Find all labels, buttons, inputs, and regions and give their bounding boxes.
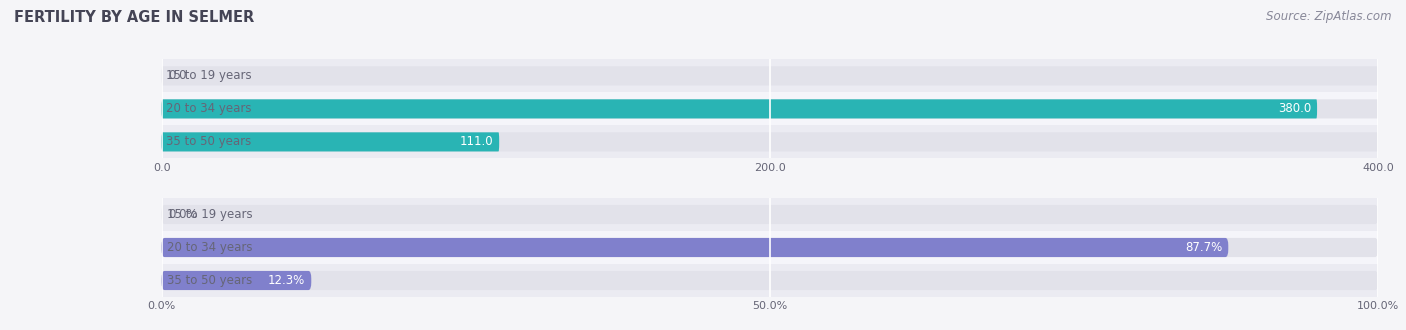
FancyBboxPatch shape [162, 271, 1378, 290]
Bar [162, 59, 1378, 92]
Text: 380.0: 380.0 [1278, 102, 1310, 115]
FancyBboxPatch shape [162, 66, 1378, 85]
FancyBboxPatch shape [162, 238, 1378, 257]
FancyBboxPatch shape [162, 271, 311, 290]
Text: 20 to 34 years: 20 to 34 years [166, 241, 252, 254]
FancyBboxPatch shape [162, 99, 1378, 118]
Text: 12.3%: 12.3% [269, 274, 305, 287]
Bar [162, 231, 1378, 264]
Bar [162, 264, 1378, 297]
Text: 35 to 50 years: 35 to 50 years [166, 135, 252, 148]
FancyBboxPatch shape [162, 205, 1378, 224]
Bar [162, 125, 1378, 158]
FancyBboxPatch shape [162, 238, 1229, 257]
Text: 111.0: 111.0 [460, 135, 494, 148]
Text: 0.0: 0.0 [167, 69, 186, 82]
Bar [162, 198, 1378, 231]
Text: 87.7%: 87.7% [1185, 241, 1222, 254]
Text: 0.0%: 0.0% [167, 208, 197, 221]
Bar [162, 92, 1378, 125]
Text: 20 to 34 years: 20 to 34 years [166, 102, 252, 115]
Text: FERTILITY BY AGE IN SELMER: FERTILITY BY AGE IN SELMER [14, 10, 254, 25]
Text: 15 to 19 years: 15 to 19 years [166, 208, 252, 221]
FancyBboxPatch shape [162, 132, 1378, 151]
Text: 35 to 50 years: 35 to 50 years [166, 274, 252, 287]
Text: Source: ZipAtlas.com: Source: ZipAtlas.com [1267, 10, 1392, 23]
FancyBboxPatch shape [162, 99, 1317, 118]
FancyBboxPatch shape [162, 132, 499, 151]
Text: 15 to 19 years: 15 to 19 years [166, 69, 252, 82]
